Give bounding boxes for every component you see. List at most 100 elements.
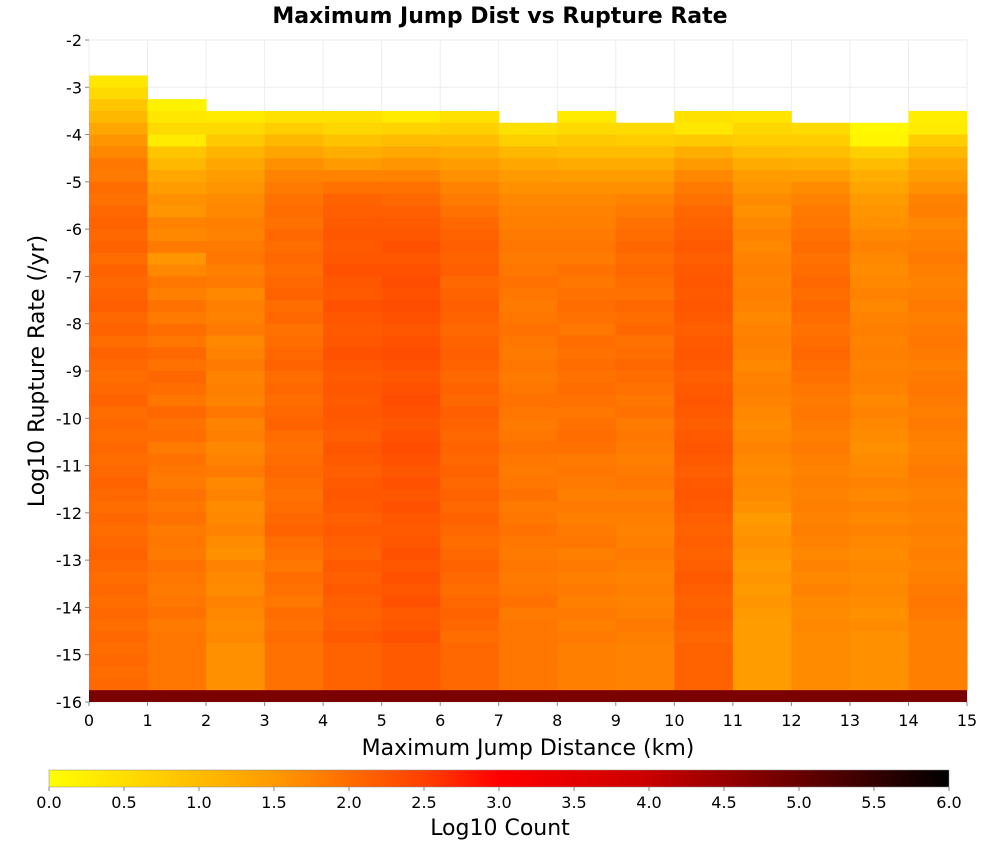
x-tick-label: 7 [494,711,504,730]
heatmap-cell [323,122,383,136]
heatmap-cell [908,311,968,325]
heatmap-cell [147,583,207,597]
heatmap-cell [89,75,149,88]
heatmap-cell [674,335,734,348]
heatmap-cell [674,524,734,537]
heatmap-cell [498,678,558,691]
heatmap-cell [381,217,441,230]
heatmap-cell [615,359,675,372]
heatmap-cell [147,158,207,171]
heatmap-cell [89,406,149,419]
heatmap-cell [440,122,500,136]
heatmap-cell [908,158,968,171]
heatmap-cell [908,217,968,230]
heatmap-cell [381,240,441,254]
heatmap-cell [323,560,383,573]
heatmap-cell [732,264,792,277]
heatmap-cell [557,571,617,585]
heatmap-cell [908,382,968,396]
y-tick-label: -16 [56,693,82,712]
heatmap-cell [440,347,500,360]
heatmap-cell [147,205,207,218]
heatmap-cell [206,418,266,431]
heatmap-cell [498,122,558,136]
heatmap-cell [498,619,558,632]
heatmap-cell [381,642,441,656]
heatmap-cell [849,347,909,360]
heatmap-cell [264,489,324,502]
heatmap-cell [557,524,617,537]
heatmap-cell [440,607,500,620]
heatmap-cell [498,300,558,313]
colorbar-tick-label: 0.0 [36,793,61,812]
heatmap-cell [732,453,792,467]
heatmap-cell [264,654,324,668]
heatmap-cell [674,394,734,407]
heatmap-cell [557,477,617,490]
heatmap-cell [791,430,851,443]
heatmap-cell [89,666,149,679]
heatmap-cell [147,406,207,419]
heatmap-cell [89,501,149,514]
heatmap-cell [791,205,851,218]
heatmap-cell [849,560,909,573]
heatmap-cell [440,465,500,478]
heatmap-cell [323,406,383,419]
heatmap-cell [440,181,500,195]
heatmap-cell [206,453,266,467]
heatmap-cell [147,642,207,656]
heatmap-cell [89,288,149,301]
heatmap-cell [89,631,149,644]
heatmap-cell [908,524,968,537]
heatmap-cell [849,583,909,597]
heatmap-cell [557,110,617,124]
heatmap-cell [206,536,266,549]
colorbar-tick-label: 4.5 [711,793,736,812]
heatmap-cell [791,394,851,407]
x-tick-label: 5 [377,711,387,730]
heatmap-cell [615,134,675,147]
heatmap-cell [498,430,558,443]
heatmap-cell [381,110,441,124]
heatmap-cell [615,229,675,242]
heatmap-cell [498,252,558,266]
heatmap-cell [498,642,558,656]
heatmap-cell [849,595,909,608]
y-tick-label: -7 [66,267,82,286]
heatmap-cell [908,595,968,608]
heatmap-cell [674,371,734,384]
heatmap-cell [440,110,500,124]
heatmap-cell [89,311,149,325]
heatmap-cell [557,678,617,691]
heatmap-cell [264,158,324,171]
heatmap-cell [381,441,441,455]
y-tick-label: -14 [56,598,82,617]
heatmap-cell [908,110,968,124]
heatmap-cell [849,453,909,467]
heatmap-cell [732,371,792,384]
heatmap-cell [498,181,558,195]
heatmap-cell [908,430,968,443]
heatmap-cell [615,654,675,668]
heatmap-cell [732,347,792,360]
heatmap-cell [381,571,441,585]
heatmap-cell [147,240,207,254]
heatmap-cell [264,146,324,159]
heatmap-cell [674,619,734,632]
heatmap-cell [557,300,617,313]
heatmap-cell [264,394,324,407]
heatmap-cell [674,217,734,230]
heatmap-cell [498,477,558,490]
heatmap-cell [674,548,734,561]
heatmap-cell [732,666,792,679]
heatmap-cell [615,642,675,656]
heatmap-cell [615,418,675,431]
heatmap-cell [323,382,383,396]
heatmap-cell [732,678,792,691]
heatmap-cell [732,583,792,597]
heatmap-cell [381,382,441,396]
heatmap-cell [147,536,207,549]
heatmap-cell [147,595,207,608]
heatmap-cell [381,406,441,419]
y-tick-label: -15 [56,646,82,665]
